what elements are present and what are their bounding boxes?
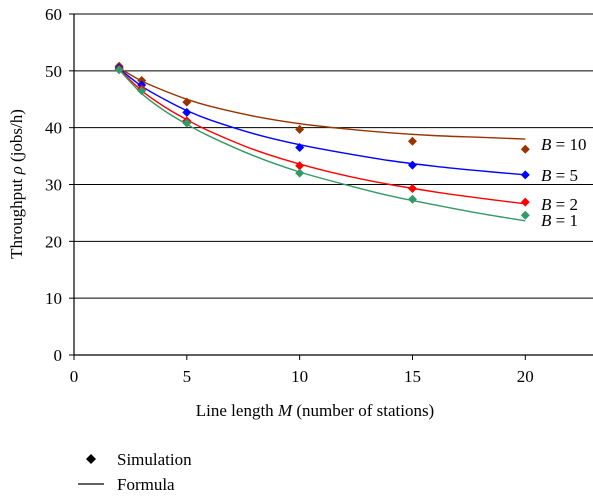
simulation-point-b10-m5 (182, 97, 192, 107)
x-tick-label-20: 20 (517, 367, 534, 386)
simulation-point-b2-m15 (407, 183, 417, 193)
legend-simulation-label: Simulation (117, 450, 192, 469)
legend-formula-label: Formula (117, 475, 175, 494)
formula-curve-b5 (118, 68, 526, 176)
formula-curve-b2 (118, 68, 526, 205)
simulation-point-b10-m3 (137, 75, 147, 85)
simulation-point-b5-m5 (182, 107, 192, 117)
x-tick-label-0: 0 (70, 367, 79, 386)
x-tick-label-15: 15 (404, 367, 421, 386)
y-tick-label-40: 40 (45, 119, 62, 138)
y-tick-label-50: 50 (45, 62, 62, 81)
y-tick-label-30: 30 (45, 176, 62, 195)
tick-labels: 0 10 20 30 40 50 60 0 5 10 15 20 (45, 5, 534, 386)
formula-curve-b1 (118, 69, 526, 222)
series-label-b5: B = 5 (541, 166, 578, 185)
simulation-point-b1-m10 (295, 168, 305, 178)
series-label-b2: B = 2 (541, 195, 578, 214)
simulation-point-b2-m10 (295, 161, 305, 171)
series-labels: B = 10 B = 5 B = 2B = 1 (541, 135, 586, 230)
simulation-point-b1-m5 (182, 118, 192, 128)
legend-simulation: Simulation (86, 450, 192, 469)
series-label-b10: B = 10 (541, 135, 586, 154)
simulation-point-b10-m10 (295, 124, 305, 134)
x-axis-label: Line length M (number of stations) (196, 401, 434, 420)
x-tick-label-5: 5 (183, 367, 192, 386)
simulation-point-b5-m10 (295, 143, 305, 153)
simulation-point-b10-m15 (407, 136, 417, 146)
series-label-b1: B = 1 (541, 211, 578, 230)
simulation-points (114, 61, 530, 220)
legend-formula: Formula (78, 475, 175, 494)
simulation-point-b5-m20 (520, 170, 530, 180)
simulation-point-b10-m20 (520, 144, 530, 154)
grid-lines (74, 13, 593, 299)
y-axis-label: Throughput ρ (jobs/h) (7, 109, 26, 259)
simulation-point-b1-m20 (520, 210, 530, 220)
y-tick-label-0: 0 (54, 346, 63, 365)
legend: Simulation Formula (78, 450, 192, 494)
x-tick-label-10: 10 (291, 367, 308, 386)
simulation-point-b2-m20 (520, 197, 530, 207)
simulation-point-b1-m15 (407, 194, 417, 204)
y-tick-label-60: 60 (45, 5, 62, 24)
axes (69, 13, 593, 360)
simulation-point-b1-m2 (114, 65, 124, 75)
simulation-point-b1-m3 (137, 86, 147, 96)
legend-diamond-marker (86, 454, 96, 464)
y-tick-label-20: 20 (45, 232, 62, 251)
formula-curves (118, 67, 526, 222)
formula-curve-b10 (118, 67, 526, 140)
y-tick-label-10: 10 (45, 289, 62, 308)
simulation-point-b5-m15 (407, 160, 417, 170)
